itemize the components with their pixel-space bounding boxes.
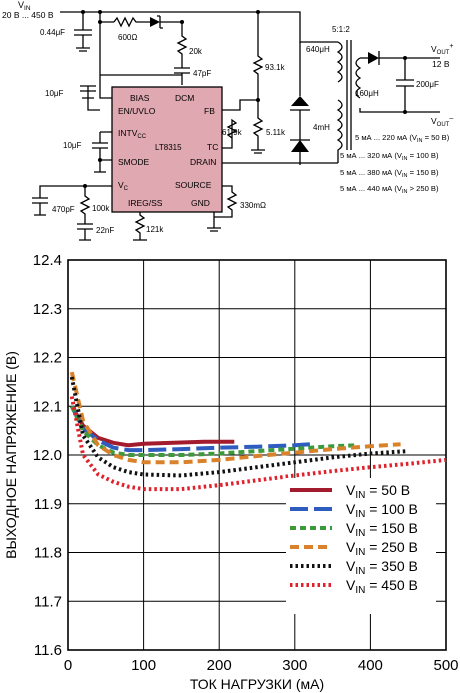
y-tick-labels: 11.6 11.7 11.8 11.9 12.0 12.1 12.2 12.3 12.4 bbox=[33, 252, 62, 659]
pin-bias: BIAS bbox=[130, 93, 150, 103]
y-tick-label: 12.3 bbox=[33, 301, 62, 318]
legend-label: VIN = 350 В bbox=[346, 558, 418, 577]
res-5k11-label: 5.11k bbox=[266, 128, 286, 137]
vout-plus-label: VOUT+ bbox=[431, 43, 453, 56]
vout-value-label: 12 В bbox=[432, 59, 450, 69]
ic-lt8315 bbox=[111, 86, 223, 213]
x-tick-label: 400 bbox=[358, 657, 383, 674]
current-table-row: 5 мА ... 320 мА (VIN = 100 В) bbox=[340, 151, 439, 162]
x-tick-label: 200 bbox=[207, 657, 232, 674]
x-axis-label: ТОК НАГРУЗКИ (мА) bbox=[190, 676, 324, 692]
current-table-row: 5 мА ... 440 мА (VIN > 250 В) bbox=[340, 184, 439, 195]
cap-10uf-b-label: 10μF bbox=[63, 141, 82, 150]
pin-ireg-ss: IREG/SS bbox=[128, 198, 163, 208]
pin-tc: TC bbox=[207, 142, 218, 152]
legend-label: VIN = 50 В bbox=[346, 482, 410, 501]
series-line bbox=[69, 371, 401, 465]
legend-label: VIN = 100 В bbox=[346, 501, 418, 520]
current-table-row: 5 мА ... 220 мА (VIN = 50 В) bbox=[355, 133, 450, 144]
series-lines bbox=[69, 371, 447, 492]
res-20k-label: 20k bbox=[189, 47, 203, 56]
cap-10uf-a-label: 10μF bbox=[45, 89, 64, 98]
series-line bbox=[69, 396, 447, 492]
pin-fb: FB bbox=[204, 106, 215, 116]
x-tick-labels: 0 100 200 300 400 500 bbox=[64, 657, 459, 674]
current-table: 5 мА ... 220 мА (VIN = 50 В) 5 мА ... 32… bbox=[340, 133, 450, 195]
legend-label: VIN = 450 В bbox=[346, 577, 418, 596]
pin-vc: VC bbox=[118, 180, 129, 192]
res-100k-label: 100k bbox=[92, 204, 110, 213]
y-axis-label: ВЫХОДНОЕ НАПРЯЖЕНИЕ (В) bbox=[3, 351, 19, 559]
y-tick-label: 12.4 bbox=[33, 252, 62, 269]
x-tick-label: 0 bbox=[64, 657, 72, 674]
res-330mohm-label: 330mΩ bbox=[240, 201, 266, 210]
y-tick-label: 11.9 bbox=[34, 496, 62, 513]
y-tick-label: 11.7 bbox=[34, 593, 62, 610]
ind-160uh-label: 160μH bbox=[355, 89, 379, 98]
pin-en-uvlo: EN/UVLO bbox=[118, 106, 156, 116]
legend-label: VIN = 150 В bbox=[346, 520, 418, 539]
res-121k-label: 121k bbox=[146, 225, 164, 234]
y-tick-label: 12.0 bbox=[33, 447, 62, 464]
cap-0p44uf-label: 0.44μF bbox=[40, 28, 65, 37]
pin-drain: DRAIN bbox=[190, 157, 216, 167]
cap-200uf-label: 200μF bbox=[416, 80, 439, 89]
y-tick-label: 11.8 bbox=[34, 545, 62, 562]
pin-gnd: GND bbox=[191, 198, 210, 208]
current-table-row: 5 мА ... 380 мА (VIN = 150 В) bbox=[340, 168, 439, 179]
y-tick-label: 11.6 bbox=[34, 642, 62, 659]
ic-name-label: LT8315 bbox=[155, 143, 182, 152]
pin-intvcc: INTVCC bbox=[118, 128, 147, 140]
cap-47pf-label: 47pF bbox=[193, 69, 211, 78]
circuit-schematic: VIN 20 В ... 450 В 0.44μF 600Ω 20k 47pF … bbox=[2, 0, 453, 241]
x-tick-label: 100 bbox=[131, 657, 156, 674]
y-tick-label: 12.1 bbox=[33, 398, 62, 415]
legend-label: VIN = 250 В bbox=[346, 539, 418, 558]
load-regulation-chart: 11.6 11.7 11.8 11.9 12.0 12.1 12.2 12.3 12.4 0 10… bbox=[3, 252, 459, 692]
ind-640uh-label: 640μH bbox=[306, 45, 330, 54]
pin-dcm: DCM bbox=[175, 93, 194, 103]
vin-label: VIN bbox=[18, 0, 31, 12]
transformer-ratio-label: 5:1:2 bbox=[332, 25, 350, 34]
series-line bbox=[69, 376, 409, 478]
res-61k9-label: 61.9k bbox=[222, 128, 243, 137]
pin-smode: SMODE bbox=[118, 157, 150, 167]
vout-minus-label: VOUT– bbox=[431, 115, 453, 128]
cap-22nf-label: 22nF bbox=[96, 226, 114, 235]
y-tick-label: 12.2 bbox=[33, 350, 62, 367]
ind-4mh-label: 4mH bbox=[313, 123, 330, 132]
cap-470pf-label: 470pF bbox=[52, 205, 75, 214]
res-93k-label: 93.1k bbox=[265, 63, 286, 72]
series-line bbox=[70, 405, 311, 453]
res-600-label: 600Ω bbox=[118, 33, 137, 42]
pin-source: SOURCE bbox=[175, 180, 212, 190]
x-tick-label: 300 bbox=[282, 657, 307, 674]
x-tick-label: 500 bbox=[433, 657, 458, 674]
vin-range-label: 20 В ... 450 В bbox=[2, 10, 54, 20]
